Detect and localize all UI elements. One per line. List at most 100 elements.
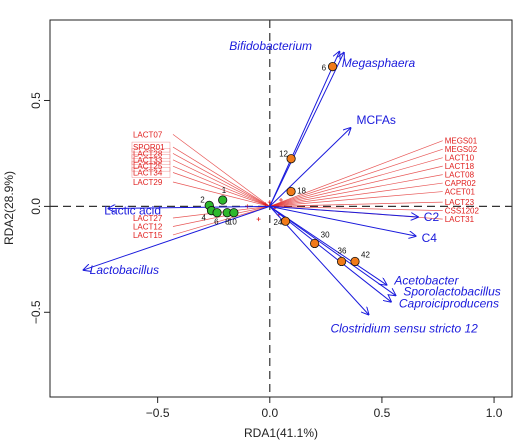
species-label-lact10: LACT10 <box>445 154 475 163</box>
env-arrow-lactobacillus <box>84 205 270 270</box>
site-point-orange-18 <box>286 186 296 197</box>
site-label-orange-30: 30 <box>321 230 330 239</box>
species-label-megs01: MEGS01 <box>445 137 478 146</box>
species-label-lact15: LACT15 <box>133 231 163 240</box>
env-arrow-c2 <box>269 205 418 217</box>
site-point-orange-6 <box>327 61 338 72</box>
species-box-spor01 <box>131 141 171 153</box>
env-arrow-caproiciproducens <box>269 205 391 301</box>
species-line-lact29 <box>172 181 270 207</box>
species-label-lact31: LACT31 <box>445 215 475 224</box>
env-label-mcfas: MCFAs <box>357 113 396 127</box>
env-label-megasphaera: Megasphaera <box>342 56 416 70</box>
x-tick-label-1: 0.0 <box>261 406 278 420</box>
site-label-orange-42: 42 <box>361 250 370 259</box>
species-label-acet01: ACET01 <box>445 188 476 197</box>
env-label-clostridium-sensu-stricto-12: Clostridium sensu stricto 12 <box>330 321 478 335</box>
site-point-green-1-0 <box>218 195 228 205</box>
species-box-lact34 <box>131 167 171 178</box>
species-label-css1202: CSS1202 <box>445 207 480 216</box>
env-label-sporolactobacillus: Sporolactobacillus <box>403 284 500 298</box>
site-label-orange-12: 12 <box>279 150 288 159</box>
site-point-green-10-5 <box>229 208 239 218</box>
species-marker-0 <box>263 202 268 207</box>
x-axis-title: RDA1(41.1%) <box>244 426 318 440</box>
species-label-lact34: LACT34 <box>133 168 163 177</box>
species-label-megs02: MEGS02 <box>445 145 478 154</box>
species-line-lact25 <box>172 165 270 207</box>
species-label-lact23: LACT23 <box>445 198 475 207</box>
species-label-lact07: LACT07 <box>133 130 163 139</box>
site-label-green-1-0: 1 <box>222 186 227 195</box>
site-label-orange-24: 24 <box>273 218 282 227</box>
env-arrow-lactic-acid <box>108 206 270 208</box>
species-box-lact25 <box>131 160 171 172</box>
species-label-spor01: SPOR01 <box>133 143 165 152</box>
species-line-lact07 <box>172 134 270 207</box>
x-tick-label-0: −0.5 <box>146 406 170 420</box>
site-point-green-6-3 <box>212 208 222 218</box>
species-line-megs02 <box>269 148 443 207</box>
x-tick-label-3: 1.0 <box>486 406 503 420</box>
species-line-acet01 <box>269 191 443 207</box>
site-label-green-8-4: 8 <box>225 218 230 227</box>
env-label-acetobacter: Acetobacter <box>393 274 459 288</box>
species-line-lact08 <box>269 174 443 207</box>
env-arrow-bifidobacterium <box>269 52 340 207</box>
env-label-bifidobacterium: Bifidobacterium <box>229 39 312 53</box>
site-point-orange-36 <box>336 256 347 267</box>
env-arrow-c4 <box>269 205 416 236</box>
species-marker-2 <box>256 217 261 222</box>
species-label-lact12: LACT12 <box>133 223 163 232</box>
site-point-orange-30 <box>310 238 320 249</box>
species-box-lact33 <box>131 154 171 165</box>
species-line-css1202 <box>269 206 443 211</box>
species-box-lact28 <box>131 148 171 159</box>
species-line-lact28 <box>172 153 270 207</box>
env-label-c2: C2 <box>424 210 440 224</box>
site-label-green-4-2: 4 <box>201 214 206 223</box>
env-label-c4: C4 <box>422 231 438 245</box>
env-arrows: Bifidobacterium Megasphaera MCFAs C2 C4 Lacti… <box>84 39 501 335</box>
y-tick-label-2: 0.5 <box>29 92 43 109</box>
env-label-caproiciproducens: Caproiciproducens <box>399 297 499 311</box>
plot-frame <box>49 19 513 398</box>
species-label-lact18: LACT18 <box>445 162 475 171</box>
species-line-lact18 <box>269 165 443 207</box>
species-line-lact23 <box>269 201 443 207</box>
species-marker-3 <box>279 198 283 203</box>
site-label-green-2-1: 2 <box>200 195 205 204</box>
species-line-lact10 <box>269 157 443 207</box>
site-point-orange-12 <box>286 154 296 164</box>
site-label-green-6-3: 6 <box>214 218 219 227</box>
site-point-orange-42 <box>350 256 360 267</box>
env-arrow-mcfas <box>269 128 351 207</box>
species-line-spor01 <box>172 146 270 207</box>
species-label-lact27: LACT27 <box>133 214 163 223</box>
species-line-lact15 <box>172 206 270 236</box>
site-label-green-10-5: 10 <box>228 218 237 227</box>
species-label-lact28: LACT28 <box>133 149 163 158</box>
species-line-capr02 <box>269 182 443 207</box>
site-point-orange-24 <box>280 216 291 226</box>
species-line-lact12 <box>172 206 270 227</box>
y-axis-title: RDA2(28.9%) <box>2 171 16 245</box>
zero-lines <box>50 20 512 397</box>
species-lines: LACT07SPOR01LACT28LACT33LACT25LACT34LACT… <box>131 130 480 240</box>
site-label-orange-18: 18 <box>297 187 306 196</box>
species-label-lact29: LACT29 <box>133 178 163 187</box>
species-label-lact08: LACT08 <box>445 171 475 180</box>
y-tick-label-1: 0.0 <box>29 198 43 215</box>
env-label-lactobacillus: Lactobacillus <box>90 263 159 277</box>
species-label-lact33: LACT33 <box>133 156 163 165</box>
y-tick-label-0: −0.5 <box>29 300 43 324</box>
species-line-lact33 <box>172 159 270 207</box>
x-tick-label-2: 0.5 <box>374 406 391 420</box>
env-arrow-megasphaera <box>269 53 344 207</box>
species-line-lact34 <box>172 172 270 207</box>
env-label-lactic-acid: Lactic acid <box>104 204 161 218</box>
species-label-capr02: CAPR02 <box>445 179 477 188</box>
species-line-megs01 <box>269 140 443 207</box>
